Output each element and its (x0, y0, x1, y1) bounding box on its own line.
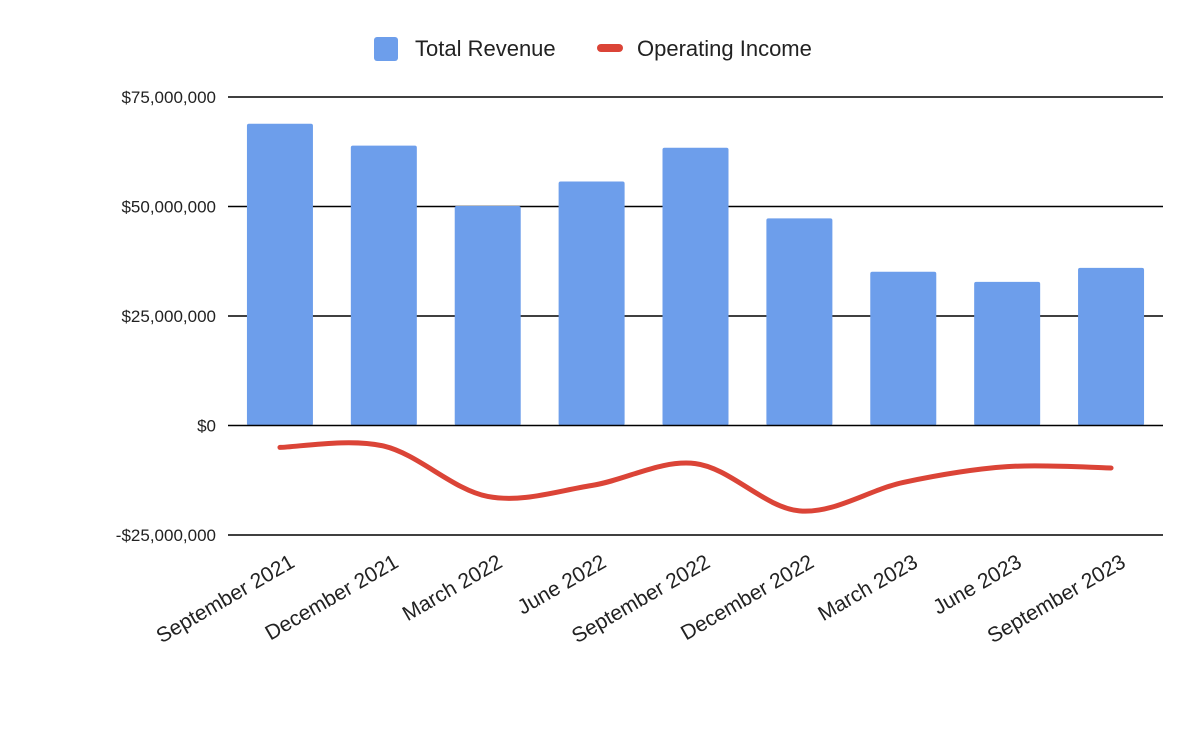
bar-total-revenue (351, 146, 417, 426)
y-tick-label: -$25,000,000 (116, 526, 216, 545)
bar-total-revenue (974, 282, 1040, 426)
bar-total-revenue (663, 148, 729, 426)
bar-total-revenue (870, 272, 936, 426)
y-tick-label: $50,000,000 (121, 198, 216, 217)
legend-label: Operating Income (637, 36, 812, 61)
x-tick-label: March 2023 (814, 550, 922, 625)
bar-series (247, 124, 1144, 426)
x-tick-label: March 2022 (399, 550, 507, 625)
line-operating-income (280, 443, 1111, 511)
bar-total-revenue (766, 218, 832, 425)
y-tick-label: $75,000,000 (121, 88, 216, 107)
legend-label: Total Revenue (415, 36, 556, 61)
y-tick-label: $25,000,000 (121, 307, 216, 326)
x-tick-label: June 2022 (514, 550, 610, 619)
bar-total-revenue (247, 124, 313, 426)
bar-total-revenue (1078, 268, 1144, 426)
bar-total-revenue (455, 206, 521, 425)
y-axis: $75,000,000 $50,000,000 $25,000,000 $0 -$25,… (116, 88, 216, 545)
legend-swatch-total-revenue (374, 37, 398, 61)
legend-swatch-operating-income (597, 44, 623, 52)
bar-total-revenue (559, 182, 625, 426)
x-tick-label: June 2023 (929, 550, 1025, 619)
y-tick-label: $0 (197, 417, 216, 436)
line-series (280, 443, 1111, 511)
legend: Total Revenue Operating Income (374, 36, 812, 61)
